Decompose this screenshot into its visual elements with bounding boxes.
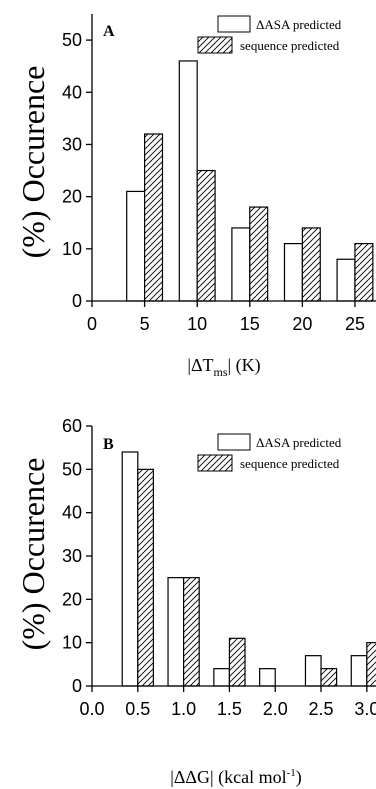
bar-open-a xyxy=(178,60,198,302)
x-tick-label-a: 5 xyxy=(140,314,150,334)
x-tick-label-b: 3.0 xyxy=(354,699,376,719)
y-axis-label-b: (%) Occurence xyxy=(15,458,51,651)
x-tick-label-b: 1.0 xyxy=(171,699,196,719)
y-tick-label-b: 50 xyxy=(62,459,82,479)
x-axis-label-a: |ΔTms| (K) xyxy=(187,355,260,379)
bar-open-b xyxy=(350,655,368,687)
bar-hatched-a xyxy=(354,243,374,302)
bar-hatched-b xyxy=(320,668,338,687)
legend-a: ΔASA predicted sequence predicted xyxy=(197,15,342,54)
x-tick-label-a: 0 xyxy=(87,314,97,334)
x-tick-label-a: 20 xyxy=(292,314,312,334)
bar-open-b xyxy=(167,577,185,687)
y-tick-label-b: 60 xyxy=(62,416,82,436)
y-tick-label-b: 0 xyxy=(72,676,82,696)
bar-hatched-a xyxy=(301,227,321,302)
bar-hatched-b xyxy=(228,637,246,687)
legend-swatch-open-b xyxy=(217,433,251,451)
legend-b: ΔASA predicted sequence predicted xyxy=(197,433,342,472)
y-tick-label-b: 10 xyxy=(62,633,82,653)
bar-hatched-b xyxy=(183,577,200,687)
x-tick-label-b: 0.0 xyxy=(79,699,104,719)
bar-hatched-b xyxy=(366,642,376,687)
legend-swatch-hatched-b xyxy=(197,454,233,472)
y-tick-label-b: 20 xyxy=(62,589,82,609)
x-tick-label-b: 2.5 xyxy=(309,699,334,719)
y-tick-label-a: 20 xyxy=(62,187,82,207)
legend-swatch-hatched-a xyxy=(197,36,233,54)
plot-area-b: 0 10 20 30 40 50 60 0.0 0.5 1.0 1.5 2.0 2.5 3.0 xyxy=(62,416,376,719)
bar-open-b xyxy=(121,451,139,687)
bar-hatched-a xyxy=(249,206,269,302)
x-tick-label-a: 25 xyxy=(345,314,365,334)
bar-hatched-a xyxy=(143,133,164,302)
chart-panel-a: (%) Occurence A 0 10 20 30 40 50 0 5 10 15 20 25 ΔA… xyxy=(15,14,376,379)
plot-area-a: 0 10 20 30 40 50 0 5 10 15 20 25 xyxy=(62,14,376,334)
bar-open-b xyxy=(304,655,322,687)
bar-open-a xyxy=(231,227,251,302)
y-tick-label-a: 50 xyxy=(62,30,82,50)
y-tick-label-b: 30 xyxy=(62,546,82,566)
x-tick-label-b: 2.0 xyxy=(263,699,288,719)
panel-letter-a: A xyxy=(103,23,115,40)
bar-hatched-b xyxy=(137,468,154,687)
y-tick-label-a: 40 xyxy=(62,82,82,102)
legend-label-hatched-b: sequence predicted xyxy=(240,456,340,471)
legend-label-hatched-a: sequence predicted xyxy=(240,38,340,53)
x-tick-label-a: 15 xyxy=(240,314,260,334)
y-axis-label-a: (%) Occurence xyxy=(15,66,51,259)
panel-letter-b: B xyxy=(103,436,114,453)
y-tick-label-a: 0 xyxy=(72,291,82,311)
chart-panel-b: (%) Occurence B 0 10 20 30 40 50 60 0.0 0.5 1.0 1.… xyxy=(15,416,376,788)
legend-label-open-b: ΔASA predicted xyxy=(256,435,342,450)
legend-swatch-open-a xyxy=(217,15,251,33)
x-tick-label-b: 1.5 xyxy=(217,699,242,719)
x-tick-label-a: 10 xyxy=(187,314,207,334)
y-tick-label-a: 30 xyxy=(62,134,82,154)
y-tick-label-b: 40 xyxy=(62,503,82,523)
bar-open-b xyxy=(213,668,231,687)
bar-hatched-a xyxy=(196,169,216,302)
y-tick-label-a: 10 xyxy=(62,239,82,259)
bar-open-b xyxy=(259,668,276,687)
x-axis-label-b: |ΔΔG| (kcal mol-1) xyxy=(170,767,302,788)
x-tick-label-b: 0.5 xyxy=(125,699,150,719)
legend-label-open-a: ΔASA predicted xyxy=(256,17,342,32)
bar-open-a xyxy=(336,258,356,302)
bar-open-a xyxy=(283,243,303,302)
bar-open-a xyxy=(126,190,146,302)
